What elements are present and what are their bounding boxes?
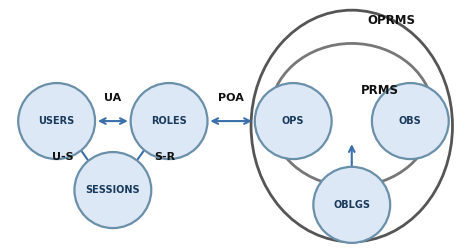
Text: SESSIONS: SESSIONS bbox=[85, 185, 140, 195]
Text: USERS: USERS bbox=[38, 116, 75, 126]
Text: OPS: OPS bbox=[282, 116, 304, 126]
Text: S-R: S-R bbox=[154, 152, 175, 162]
Text: POA: POA bbox=[218, 93, 244, 103]
Text: UA: UA bbox=[104, 93, 121, 103]
Ellipse shape bbox=[313, 167, 390, 243]
Text: PRMS: PRMS bbox=[361, 84, 399, 97]
Ellipse shape bbox=[255, 83, 332, 159]
Ellipse shape bbox=[131, 83, 208, 159]
Ellipse shape bbox=[18, 83, 95, 159]
Text: OPRMS: OPRMS bbox=[367, 14, 416, 26]
Text: U-S: U-S bbox=[52, 152, 73, 162]
Ellipse shape bbox=[74, 152, 151, 228]
Text: OBLGS: OBLGS bbox=[333, 200, 370, 210]
Ellipse shape bbox=[372, 83, 449, 159]
Text: OBS: OBS bbox=[399, 116, 422, 126]
Text: ROLES: ROLES bbox=[151, 116, 187, 126]
